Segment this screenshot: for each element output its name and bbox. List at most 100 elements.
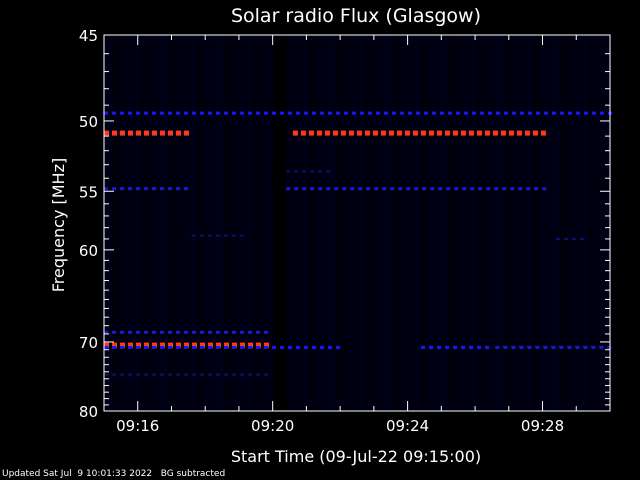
band-segment	[272, 111, 276, 115]
band-segment	[128, 345, 132, 349]
texture-column	[156, 35, 159, 411]
band-segment	[532, 130, 538, 136]
band-segment	[348, 130, 354, 136]
band-segment	[112, 345, 116, 349]
band-segment	[200, 330, 204, 334]
band-segment	[256, 345, 260, 349]
band-segment	[568, 111, 572, 115]
band-segment	[484, 130, 490, 136]
band-segment	[264, 345, 268, 349]
band-segment	[470, 187, 475, 191]
texture-column	[492, 35, 495, 411]
texture-column	[332, 35, 335, 411]
texture-column	[536, 35, 539, 411]
band-segment	[152, 330, 156, 334]
band-segment	[216, 373, 220, 376]
texture-column	[516, 35, 519, 411]
texture-column	[504, 35, 507, 411]
band-segment	[372, 130, 378, 136]
band-segment	[248, 330, 252, 334]
band-segment	[224, 111, 228, 115]
band-segment	[168, 342, 173, 348]
texture-column	[248, 35, 251, 411]
band-segment	[200, 345, 204, 349]
plot-background	[104, 35, 611, 411]
texture-column	[220, 35, 223, 411]
band-segment	[318, 170, 323, 173]
texture-column	[292, 35, 295, 411]
texture-column	[488, 35, 491, 411]
band-segment	[104, 330, 108, 334]
band-segment	[232, 330, 236, 334]
band-segment	[552, 111, 556, 115]
texture-column	[440, 35, 443, 411]
texture-column	[468, 35, 471, 411]
texture-column	[116, 35, 119, 411]
band-segment	[112, 373, 116, 376]
band-segment	[192, 342, 197, 348]
band-segment	[526, 187, 531, 191]
band-segment	[445, 345, 450, 349]
band-segment	[556, 237, 560, 240]
chart-title: Solar radio Flux (Glasgow)	[231, 5, 481, 27]
texture-column	[576, 35, 579, 411]
band-segment	[453, 345, 458, 349]
texture-column	[480, 35, 483, 411]
band-segment	[136, 345, 140, 349]
band-segment	[128, 373, 132, 376]
band-segment	[104, 342, 109, 348]
band-segment	[380, 130, 386, 136]
band-segment	[390, 187, 395, 191]
texture-column	[240, 35, 243, 411]
band-segment	[288, 345, 292, 349]
band-segment	[120, 187, 124, 191]
band-segment	[264, 330, 268, 334]
band-segment	[224, 373, 228, 376]
band-segment	[496, 111, 500, 115]
band-segment	[200, 342, 205, 348]
band-segment	[280, 345, 284, 349]
band-segment	[508, 130, 514, 136]
band-segment	[429, 345, 434, 349]
band-segment	[599, 345, 604, 349]
x-tick-labels: 09:16 09:20 09:24 09:28	[116, 417, 564, 435]
band-segment	[304, 345, 308, 349]
texture-column	[360, 35, 363, 411]
texture-column	[200, 35, 203, 411]
band-segment	[543, 345, 548, 349]
updated-timestamp: Updated Sat Jul 9 10:01:33 2022	[2, 469, 153, 479]
texture-column	[232, 35, 235, 411]
texture-column	[300, 35, 303, 411]
band-segment	[176, 330, 180, 334]
band-segment	[536, 111, 540, 115]
band-segment	[404, 130, 410, 136]
texture-column	[512, 35, 515, 411]
texture-column	[456, 35, 459, 411]
band-segment	[176, 342, 181, 348]
band-segment	[112, 342, 117, 348]
band-segment	[503, 345, 508, 349]
texture-column	[296, 35, 299, 411]
band-segment	[104, 111, 108, 115]
texture-column	[588, 35, 591, 411]
band-segment	[160, 345, 164, 349]
band-segment	[272, 345, 276, 349]
band-segment	[104, 130, 109, 136]
band-segment	[302, 187, 307, 191]
band-segment	[358, 187, 363, 191]
texture-column	[528, 35, 531, 411]
band-segment	[420, 130, 426, 136]
band-segment	[191, 234, 196, 237]
texture-column	[376, 35, 379, 411]
texture-column	[532, 35, 535, 411]
band-segment	[232, 373, 236, 376]
band-segment	[168, 373, 172, 376]
texture-column	[556, 35, 559, 411]
x-tick-label: 09:20	[251, 417, 294, 435]
band-segment	[326, 187, 331, 191]
texture-column	[196, 35, 199, 411]
band-segment	[136, 130, 141, 136]
band-segment	[184, 111, 188, 115]
band-segment	[469, 345, 474, 349]
texture-column	[448, 35, 451, 411]
